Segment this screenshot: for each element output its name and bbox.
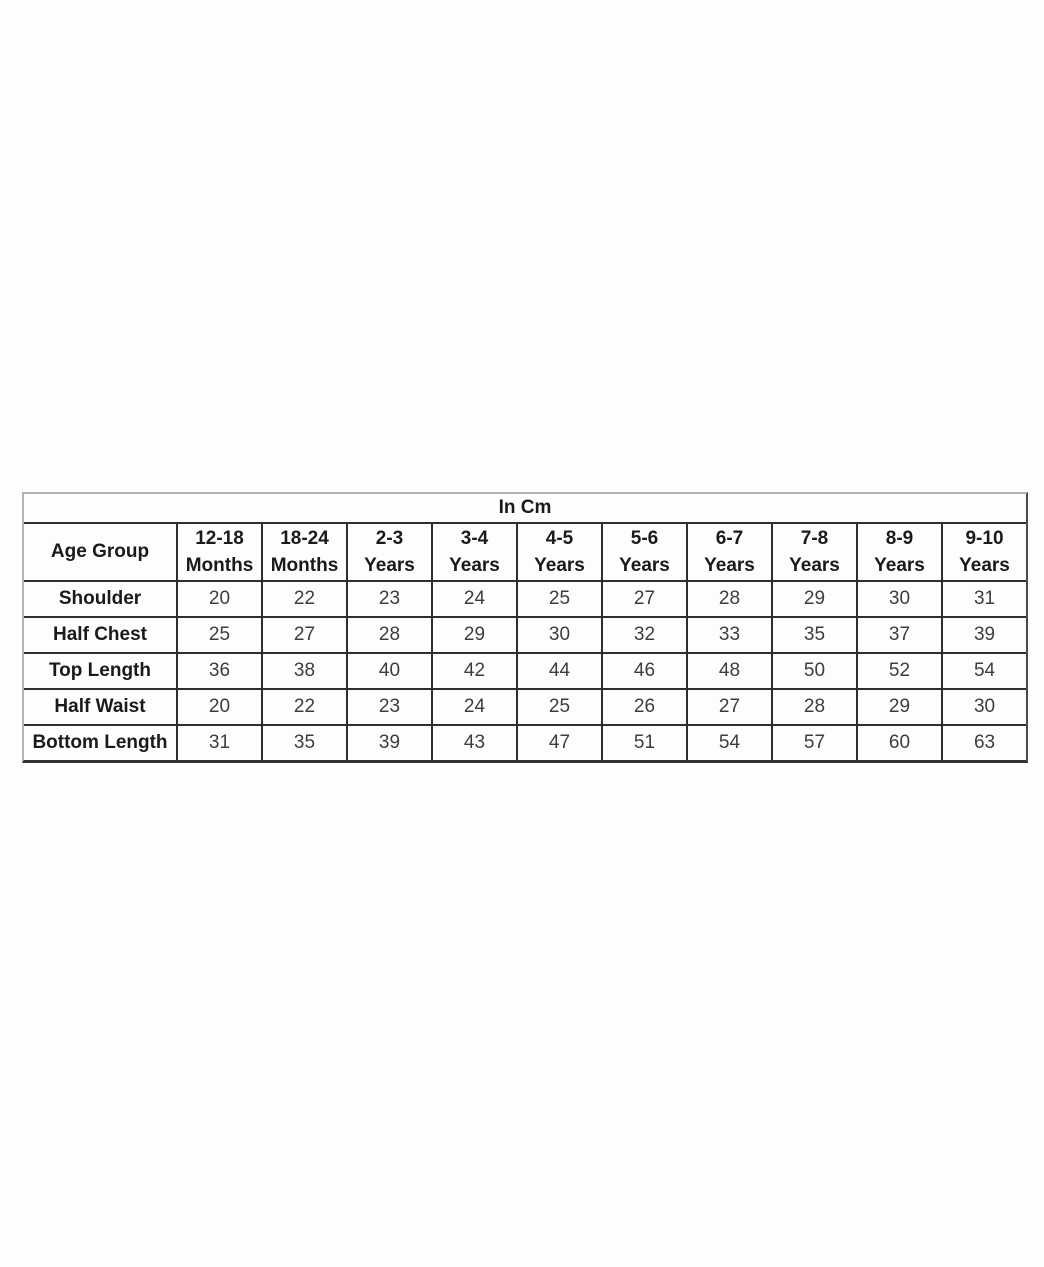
value-cell: 27 [601, 580, 686, 616]
value-cell: 40 [346, 652, 431, 688]
column-header: 18-24 Months [261, 522, 346, 580]
value-cell: 50 [771, 652, 856, 688]
age-group-header: Age Group [24, 522, 176, 580]
table-row: Half Waist 20 22 23 24 25 26 27 28 29 30 [24, 688, 1027, 724]
column-header: 9-10 Years [941, 522, 1027, 580]
value-cell: 60 [856, 724, 941, 760]
unit-header: In Cm [498, 497, 552, 518]
value-cell: 23 [346, 580, 431, 616]
value-cell: 26 [601, 688, 686, 724]
value-cell: 47 [516, 724, 601, 760]
value-cell: 30 [856, 580, 941, 616]
value-cell: 37 [856, 616, 941, 652]
column-header: 6-7 Years [686, 522, 771, 580]
row-label: Top Length [24, 652, 176, 688]
row-label: Half Chest [24, 616, 176, 652]
value-cell: 28 [771, 688, 856, 724]
value-cell: 63 [941, 724, 1027, 760]
value-cell: 35 [261, 724, 346, 760]
value-cell: 24 [431, 688, 516, 724]
value-cell: 48 [686, 652, 771, 688]
value-cell: 25 [176, 616, 261, 652]
value-cell: 38 [261, 652, 346, 688]
value-cell: 43 [431, 724, 516, 760]
value-cell: 23 [346, 688, 431, 724]
value-cell: 51 [601, 724, 686, 760]
value-cell: 27 [686, 688, 771, 724]
value-cell: 57 [771, 724, 856, 760]
value-cell: 24 [431, 580, 516, 616]
table-row: Bottom Length 31 35 39 43 47 51 54 57 60 63 [24, 724, 1027, 760]
value-cell: 28 [686, 580, 771, 616]
value-cell: 31 [941, 580, 1027, 616]
value-cell: 30 [941, 688, 1027, 724]
value-cell: 29 [856, 688, 941, 724]
value-cell: 20 [176, 688, 261, 724]
value-cell: 27 [261, 616, 346, 652]
value-cell: 46 [601, 652, 686, 688]
value-cell: 36 [176, 652, 261, 688]
value-cell: 29 [431, 616, 516, 652]
value-cell: 31 [176, 724, 261, 760]
column-header: 8-9 Years [856, 522, 941, 580]
value-cell: 54 [941, 652, 1027, 688]
value-cell: 39 [941, 616, 1027, 652]
row-label: Half Waist [24, 688, 176, 724]
column-header: 2-3 Years [346, 522, 431, 580]
value-cell: 54 [686, 724, 771, 760]
unit-header-row: In Cm [24, 494, 1026, 522]
value-cell: 25 [516, 688, 601, 724]
column-header: 3-4 Years [431, 522, 516, 580]
row-label: Bottom Length [24, 724, 176, 760]
table-row: Half Chest 25 27 28 29 30 32 33 35 37 39 [24, 616, 1027, 652]
value-cell: 32 [601, 616, 686, 652]
size-chart-table: In Cm Age Group 12-18 Months 18-24 Months… [22, 492, 1029, 763]
table-row: Top Length 36 38 40 42 44 46 48 50 52 54 [24, 652, 1027, 688]
column-header: 12-18 Months [176, 522, 261, 580]
value-cell: 28 [346, 616, 431, 652]
column-header: 5-6 Years [601, 522, 686, 580]
value-cell: 29 [771, 580, 856, 616]
value-cell: 52 [856, 652, 941, 688]
row-label: Shoulder [24, 580, 176, 616]
column-header-row: Age Group 12-18 Months 18-24 Months 2-3 Ye… [24, 522, 1027, 580]
value-cell: 33 [686, 616, 771, 652]
value-cell: 20 [176, 580, 261, 616]
table-row: Shoulder 20 22 23 24 25 27 28 29 30 31 [24, 580, 1027, 616]
value-cell: 44 [516, 652, 601, 688]
value-cell: 39 [346, 724, 431, 760]
value-cell: 42 [431, 652, 516, 688]
value-cell: 35 [771, 616, 856, 652]
value-cell: 22 [261, 688, 346, 724]
value-cell: 22 [261, 580, 346, 616]
value-cell: 25 [516, 580, 601, 616]
value-cell: 30 [516, 616, 601, 652]
column-header: 4-5 Years [516, 522, 601, 580]
column-header: 7-8 Years [771, 522, 856, 580]
